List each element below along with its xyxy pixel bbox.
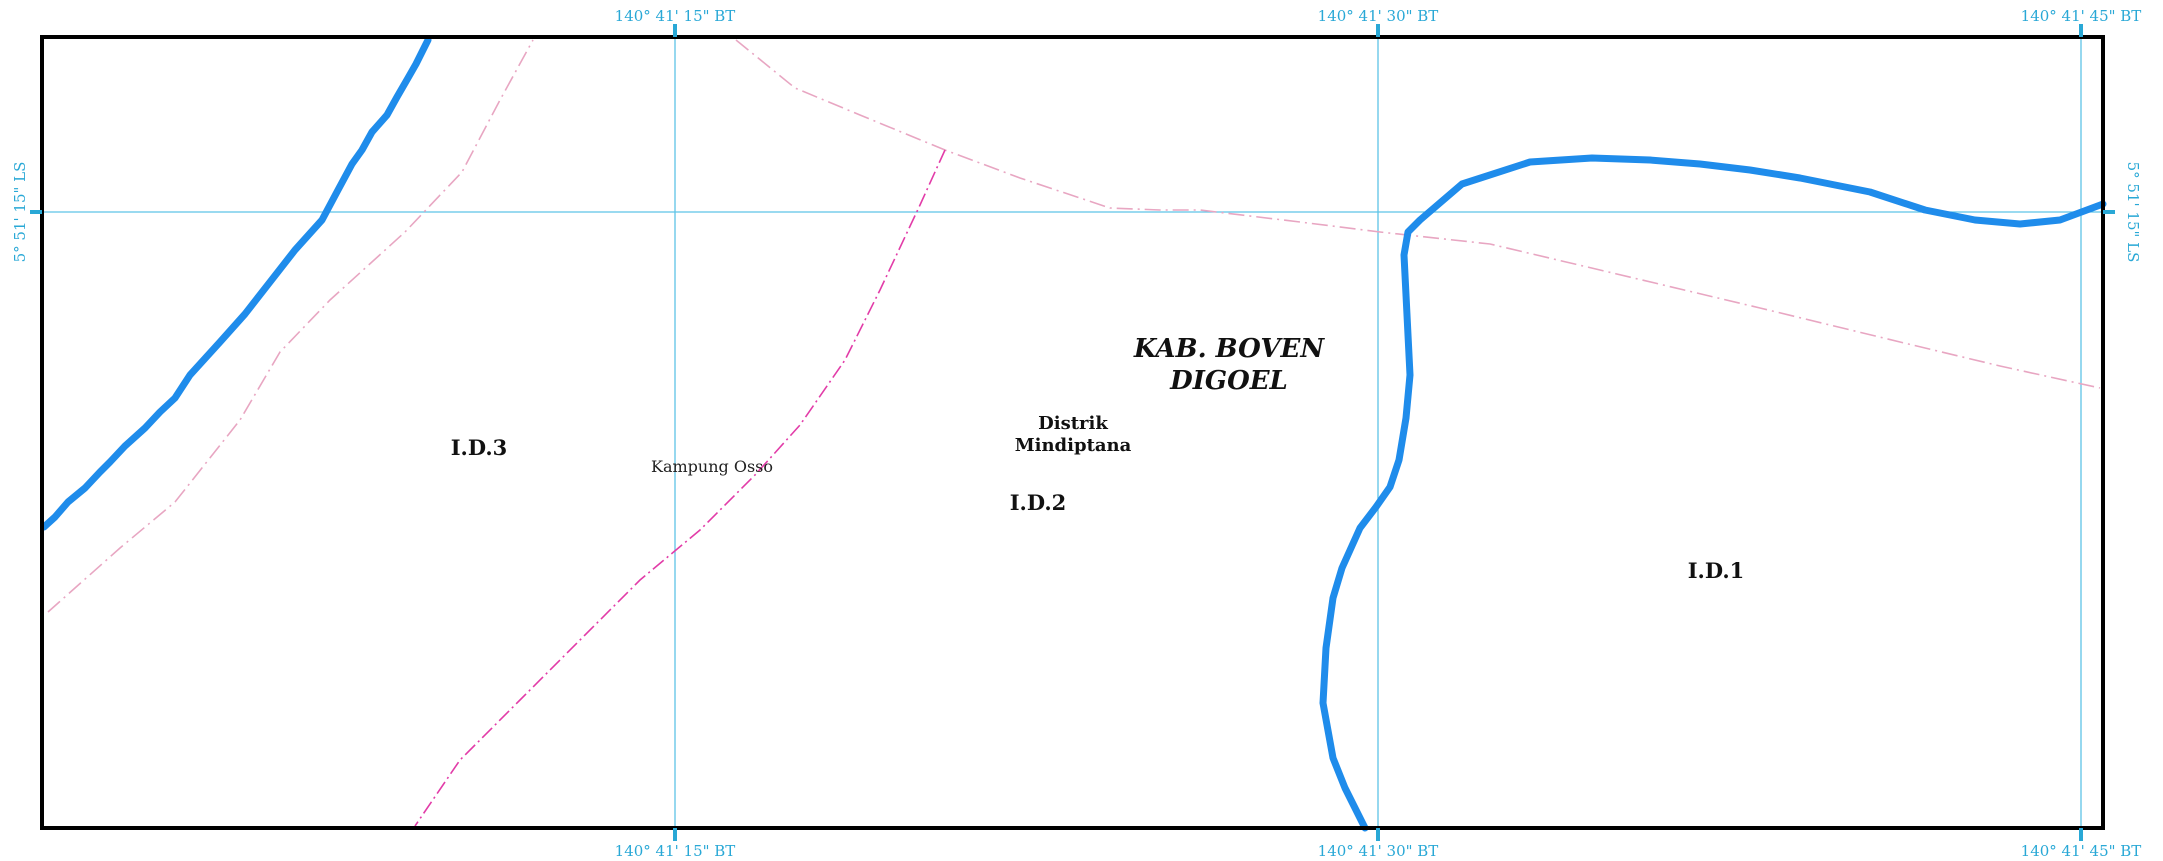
graticule	[42, 37, 2103, 828]
minor-boundaries	[47, 39, 2101, 613]
coord-label-top-3: 140° 41' 45" BT	[2021, 7, 2142, 25]
coordinate-labels: 140° 41' 15" BT 140° 41' 30" BT 140° 41'…	[11, 7, 2142, 860]
coord-label-top-2: 140° 41' 30" BT	[1318, 7, 1439, 25]
coord-label-left: 5° 51' 15" LS	[11, 162, 29, 263]
place-labels: KAB. BOVEN DIGOEL Distrik Mindiptana Kam…	[451, 334, 1745, 583]
zone-label-id3: I.D.3	[451, 435, 508, 460]
zone-label-id1: I.D.1	[1688, 558, 1745, 583]
minor-boundary-north-east	[735, 39, 2101, 389]
river-west	[40, 36, 432, 531]
coord-label-bottom-2: 140° 41' 30" BT	[1318, 842, 1439, 860]
river-east	[1319, 154, 2107, 832]
zone-label-id2: I.D.2	[1010, 490, 1067, 515]
district-label-line-2: Mindiptana	[1015, 435, 1132, 456]
district-label-line-1: Distrik	[1038, 413, 1108, 434]
coord-label-bottom-1: 140° 41' 15" BT	[615, 842, 736, 860]
village-label: Kampung Osso	[651, 457, 773, 476]
rivers	[40, 36, 2107, 832]
frame-ticks	[30, 24, 2115, 841]
district-boundary	[414, 149, 946, 827]
minor-boundary-west	[47, 39, 534, 613]
map-frame	[40, 35, 2105, 830]
regency-label-line-1: KAB. BOVEN	[1133, 334, 1325, 364]
coord-label-top-1: 140° 41' 15" BT	[615, 7, 736, 25]
regency-label-line-2: DIGOEL	[1169, 366, 1288, 396]
coord-label-bottom-3: 140° 41' 45" BT	[2021, 842, 2142, 860]
coord-label-right: 5° 51' 15" LS	[2124, 162, 2142, 263]
